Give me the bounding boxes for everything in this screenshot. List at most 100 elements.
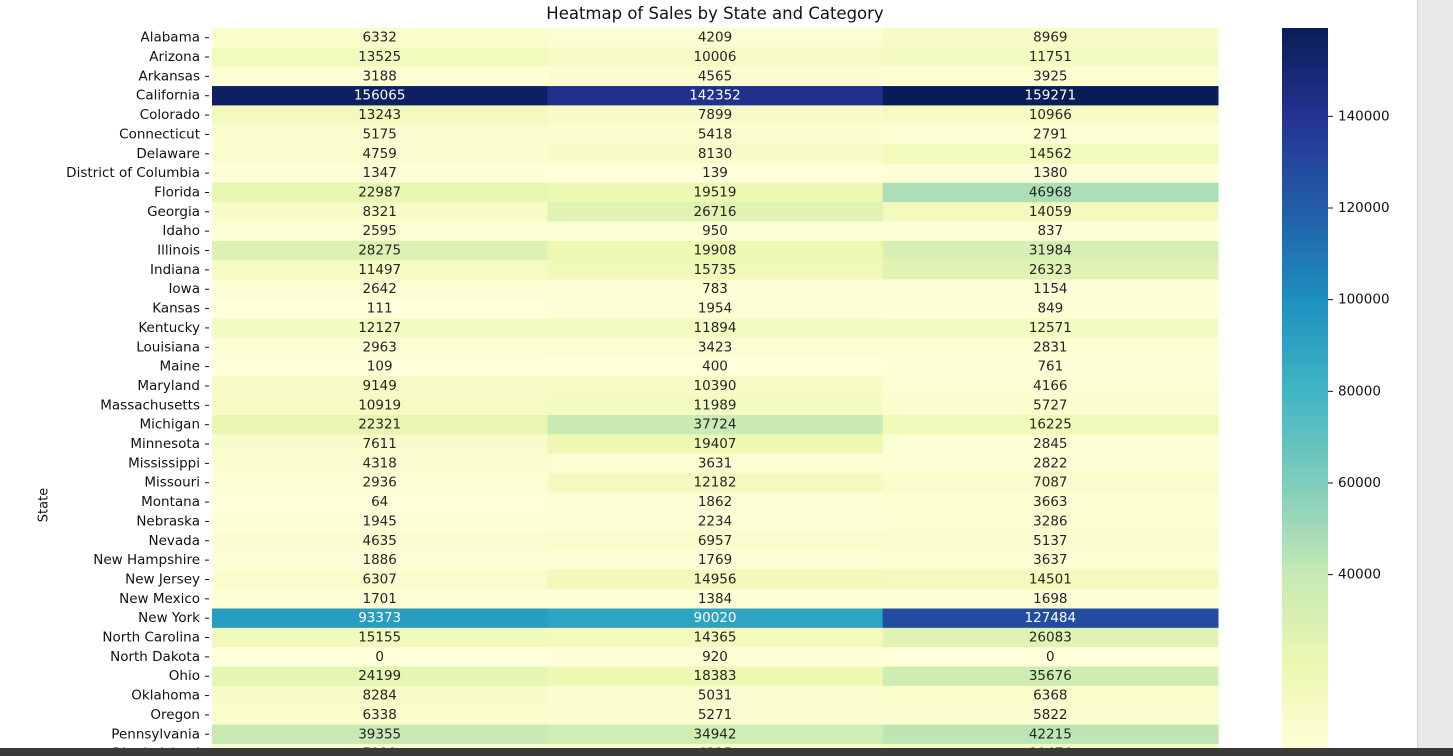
heatmap-cell (882, 627, 1219, 648)
cell-value-label: 142352 (689, 88, 741, 104)
cell-value-label: 19407 (694, 436, 737, 452)
cell-value-label: 10966 (1029, 107, 1072, 123)
heatmap-cell (882, 298, 1219, 319)
heatmap-cell (212, 86, 548, 106)
heatmap-cell (547, 531, 884, 551)
heatmap-cell (547, 685, 884, 706)
cell-value-label: 11894 (694, 320, 737, 336)
cell-value-label: 1945 (362, 513, 396, 529)
heatmap-cell (547, 298, 884, 319)
heatmap-cell (547, 105, 884, 126)
row-label: Delaware (136, 146, 200, 162)
heatmap-cell (212, 66, 548, 87)
heatmap-cell (882, 86, 1219, 106)
cell-value-label: 10006 (694, 49, 737, 65)
heatmap-cell (547, 163, 884, 184)
cell-value-label: 1154 (1033, 281, 1067, 297)
heatmap-cell (547, 86, 884, 106)
cell-value-label: 18383 (694, 668, 737, 684)
cell-value-label: 3637 (1033, 552, 1067, 568)
cell-value-label: 7611 (362, 436, 396, 452)
heatmap-cell (212, 415, 548, 435)
row-label: Montana (141, 494, 200, 510)
heatmap-cell (882, 105, 1219, 126)
cell-value-label: 6957 (698, 533, 732, 549)
row-label: Indiana (150, 262, 200, 278)
heatmap-cell (882, 240, 1219, 261)
row-label: Pennsylvania (111, 726, 200, 742)
heatmap-cell (882, 376, 1219, 397)
row-label: Arkansas (138, 68, 200, 84)
cell-value-label: 7087 (1033, 475, 1067, 491)
cell-value-label: 11497 (358, 262, 401, 278)
row-label: California (136, 88, 200, 104)
heatmap-cell (882, 589, 1219, 609)
row-label: Missouri (144, 475, 200, 491)
colorbar-gradient (1282, 28, 1328, 756)
heatmap-cell (547, 415, 884, 435)
heatmap-cell (547, 589, 884, 609)
cell-value-label: 761 (1037, 359, 1063, 375)
cell-value-label: 15155 (358, 630, 401, 646)
cell-value-label: 5175 (362, 126, 396, 142)
cell-value-label: 1954 (698, 301, 732, 317)
heatmap-cell (882, 473, 1219, 493)
cell-value-label: 8969 (1033, 30, 1067, 46)
cell-value-label: 15735 (694, 262, 737, 278)
heatmap-cell (547, 705, 884, 726)
cell-value-label: 37724 (694, 417, 737, 433)
heatmap-cells: 6332 4209 8969 13525 10006 11751 3188 4565 3925 1… (212, 28, 1219, 756)
cell-value-label: 156065 (354, 88, 406, 104)
cell-value-label: 11751 (1029, 49, 1072, 65)
heatmap-cell (547, 66, 884, 87)
cell-value-label: 5418 (698, 126, 732, 142)
heatmap-cell (882, 395, 1219, 416)
cell-value-label: 12571 (1029, 320, 1072, 336)
cell-value-label: 4759 (362, 146, 396, 162)
cell-value-label: 64 (371, 494, 388, 510)
cell-value-label: 159271 (1025, 88, 1077, 104)
heatmap-cell (882, 511, 1219, 532)
heatmap-cell (547, 47, 884, 68)
row-label: Idaho (162, 223, 200, 239)
heatmap-cell (212, 202, 548, 222)
cell-value-label: 16225 (1029, 417, 1072, 433)
cell-value-label: 24199 (358, 668, 401, 684)
heatmap-cell (547, 647, 884, 668)
heatmap-cell (212, 531, 548, 551)
cell-value-label: 14956 (694, 571, 737, 587)
heatmap-cell (547, 395, 884, 416)
cell-value-label: 1886 (362, 552, 396, 568)
row-label: Massachusetts (100, 397, 200, 413)
cell-value-label: 8321 (362, 204, 396, 220)
cell-value-label: 1769 (698, 552, 732, 568)
cell-value-label: 7899 (698, 107, 732, 123)
cell-value-label: 46968 (1029, 184, 1072, 200)
heatmap-cell (882, 163, 1219, 184)
heatmap-cell (212, 376, 548, 397)
row-label: Iowa (168, 281, 200, 297)
heatmap-cell (547, 666, 884, 687)
cell-value-label: 28275 (358, 243, 401, 259)
heatmap-cell (547, 724, 884, 745)
row-label: Ohio (169, 668, 200, 684)
cell-value-label: 3925 (1033, 68, 1067, 84)
heatmap-cell (882, 66, 1219, 87)
scrollbar-track[interactable] (1417, 0, 1453, 756)
row-label: Nevada (148, 533, 200, 549)
cell-value-label: 9149 (362, 378, 396, 394)
cell-value-label: 2936 (362, 475, 396, 491)
cell-value-label: 5271 (698, 707, 732, 723)
cell-value-label: 3423 (698, 339, 732, 355)
cell-value-label: 4166 (1033, 378, 1067, 394)
heatmap-cell (882, 356, 1219, 377)
heatmap-cell (547, 279, 884, 300)
cell-value-label: 5727 (1033, 397, 1067, 413)
row-label: Alabama (140, 30, 200, 46)
cell-value-label: 26716 (694, 204, 737, 220)
heatmap-cell (882, 144, 1219, 164)
row-label: Maine (159, 359, 200, 375)
row-label: North Dakota (110, 649, 200, 665)
row-label: Maryland (137, 378, 200, 394)
window-bottom-edge (0, 748, 1453, 756)
